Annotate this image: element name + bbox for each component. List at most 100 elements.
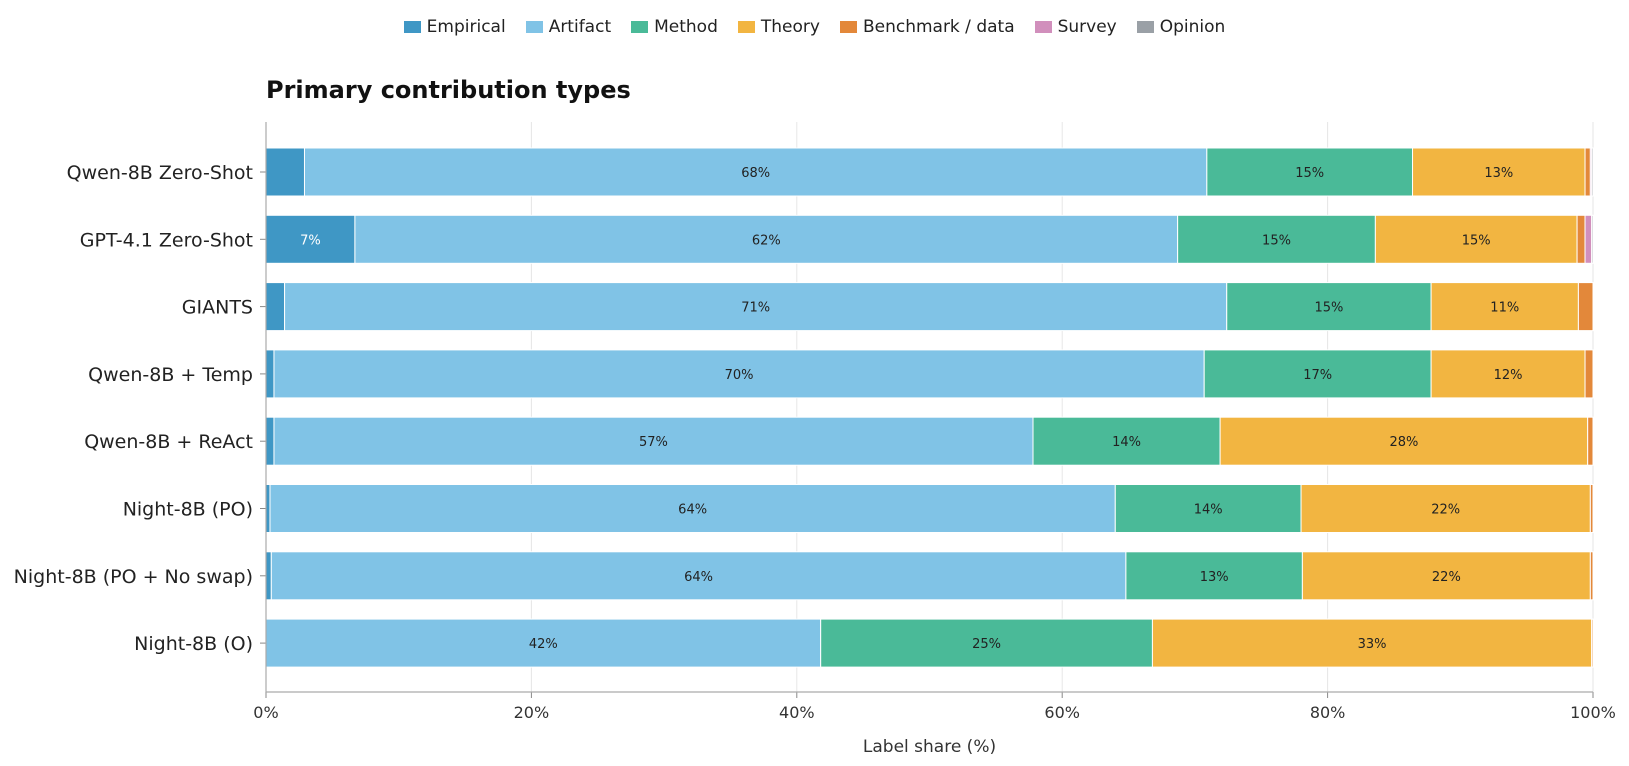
- bar-segment: [1430, 349, 1586, 399]
- bar-segment: [1576, 214, 1586, 264]
- bar-segment: [1589, 484, 1594, 533]
- legend-label: Theory: [760, 17, 820, 37]
- bar-segment: [354, 214, 1179, 264]
- bar-segment: [273, 416, 1034, 466]
- data-label: 70%: [725, 368, 754, 383]
- legend-label: Opinion: [1159, 17, 1226, 37]
- y-tick-label: Qwen-8B Zero-Shot: [67, 162, 253, 184]
- data-label: 33%: [1358, 637, 1387, 652]
- data-label: 22%: [1432, 570, 1461, 585]
- bar-segment: [265, 214, 356, 264]
- y-tick-label: Night-8B (O): [134, 633, 253, 655]
- x-tick-label: 60%: [1044, 703, 1080, 722]
- x-axis-label: Label share (%): [863, 737, 996, 757]
- data-label: 64%: [684, 570, 713, 585]
- chart-title: Primary contribution types: [266, 76, 631, 104]
- data-label: 22%: [1431, 503, 1460, 518]
- bar-segment: [265, 484, 271, 533]
- bar-segment: [1300, 484, 1591, 533]
- bar-segment: [265, 282, 286, 332]
- y-tick-label: Qwen-8B + Temp: [88, 364, 253, 386]
- legend-swatch: [631, 21, 649, 33]
- bar-segment: [1591, 618, 1594, 668]
- x-tick-label: 80%: [1310, 703, 1346, 722]
- bar-segment: [273, 349, 1205, 399]
- bar-segment: [265, 416, 275, 466]
- data-label: 15%: [1314, 301, 1343, 316]
- bar-segment: [284, 282, 1228, 332]
- bar-segment: [1584, 349, 1594, 399]
- legend-item: Empirical: [403, 17, 506, 37]
- data-label: 62%: [752, 233, 781, 248]
- y-tick-label: Night-8B (PO + No swap): [14, 566, 253, 588]
- bar-segment: [1577, 282, 1594, 332]
- bar-segment: [1591, 147, 1594, 197]
- x-tick-label: 40%: [779, 703, 815, 722]
- data-label: 14%: [1194, 503, 1223, 518]
- data-label: 15%: [1462, 233, 1491, 248]
- y-tick-label: Qwen-8B + ReAct: [84, 431, 253, 453]
- bar-segment: [1589, 551, 1594, 601]
- data-label: 13%: [1200, 570, 1229, 585]
- legend-label: Benchmark / data: [862, 17, 1015, 37]
- data-label: 71%: [741, 301, 770, 316]
- data-label: 42%: [529, 637, 558, 652]
- bar-segment: [1430, 282, 1579, 332]
- legend-item: Artifact: [525, 17, 612, 37]
- legend-item: Theory: [737, 17, 820, 37]
- legend-item: Benchmark / data: [839, 17, 1015, 37]
- data-label: 12%: [1494, 368, 1523, 383]
- data-label: 64%: [678, 503, 707, 518]
- data-label: 7%: [300, 233, 321, 248]
- legend-swatch: [403, 21, 421, 33]
- data-label: 25%: [972, 637, 1001, 652]
- legend-label: Artifact: [548, 17, 612, 37]
- x-tick-label: 20%: [514, 703, 550, 722]
- bar-segment: [265, 349, 275, 399]
- bar-segment: [1301, 551, 1591, 601]
- legend-label: Survey: [1057, 17, 1117, 37]
- data-label: 13%: [1484, 166, 1513, 181]
- bar-segment: [1206, 147, 1414, 197]
- legend-item: Method: [631, 17, 718, 37]
- bar-segment: [1587, 416, 1594, 466]
- legend-label: Method: [654, 17, 718, 37]
- bar-segment: [1589, 147, 1593, 197]
- bar-segment: [1032, 416, 1221, 466]
- legend-item: Opinion: [1136, 17, 1226, 37]
- legend-swatch: [737, 21, 755, 33]
- data-label: 68%: [741, 166, 770, 181]
- data-label: 11%: [1490, 301, 1519, 316]
- bar-segment: [265, 147, 305, 197]
- bar-segment: [1151, 618, 1593, 668]
- legend-swatch: [1136, 21, 1154, 33]
- bar-segment: [269, 484, 1116, 533]
- legend-swatch: [839, 21, 857, 33]
- bar-segment: [1584, 147, 1591, 197]
- y-tick-label: GIANTS: [182, 297, 253, 319]
- bar-segment: [1177, 214, 1376, 264]
- data-label: 17%: [1303, 368, 1332, 383]
- bar-segment: [1412, 147, 1586, 197]
- bar-segment: [265, 618, 822, 668]
- bar-segment: [303, 147, 1208, 197]
- bar-segment: [1125, 551, 1303, 601]
- data-label: 57%: [639, 435, 668, 450]
- legend-item: Survey: [1034, 17, 1117, 37]
- legend-swatch: [1034, 21, 1052, 33]
- legend-label: Empirical: [426, 17, 506, 37]
- x-tick-label: 100%: [1570, 703, 1616, 722]
- data-label: 14%: [1112, 435, 1141, 450]
- bar-segment: [1226, 282, 1432, 332]
- bar-segment: [1584, 214, 1593, 264]
- bar-segment: [1203, 349, 1432, 399]
- chart-legend: Empirical Artifact Method Theory Benchmark /…: [0, 17, 1629, 37]
- bar-segment: [1219, 416, 1589, 466]
- bar-segment: [270, 551, 1127, 601]
- bar-segment: [265, 551, 272, 601]
- data-label: 28%: [1389, 435, 1418, 450]
- bar-segment: [820, 618, 1153, 668]
- bar-segment: [1114, 484, 1302, 533]
